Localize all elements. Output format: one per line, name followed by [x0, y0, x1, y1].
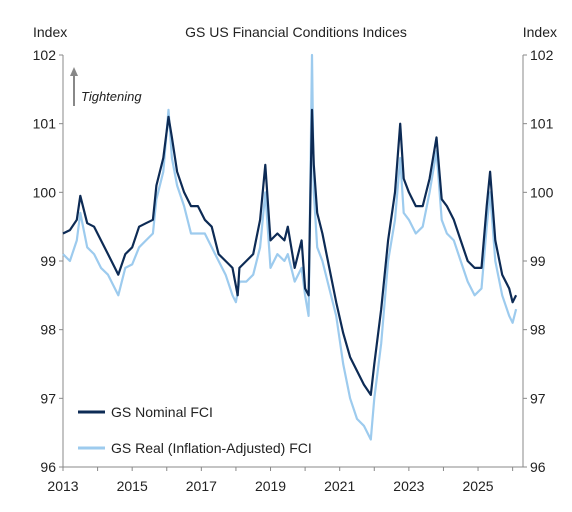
y-tick-label-left: 96 — [40, 459, 56, 475]
y-tick-label-right: 101 — [530, 116, 554, 132]
series-line-real — [62, 53, 518, 441]
legend: GS Nominal FCI GS Real (Inflation-Adjust… — [78, 404, 312, 456]
y-tick-label-left: 97 — [40, 390, 56, 406]
x-tick-label: 2017 — [186, 478, 217, 494]
x-tick-label: 2021 — [324, 478, 355, 494]
chart-title: GS US Financial Conditions Indices — [185, 24, 407, 40]
x-tick-label: 2013 — [47, 478, 78, 494]
y-tick-label-right: 96 — [530, 459, 546, 475]
tightening-label: Tightening — [81, 89, 142, 104]
x-tick-label: 2019 — [255, 478, 286, 494]
axes-group: 96 96 97 97 98 98 99 99 100 100 101 101 102 102 2013 20… — [33, 47, 554, 494]
series-group — [62, 53, 518, 441]
y-tick-label-left: 99 — [40, 253, 56, 269]
y-tick-label-left: 100 — [33, 184, 57, 200]
arrow-up-icon — [70, 67, 78, 76]
y-tick-label-right: 102 — [530, 47, 554, 63]
right-axis-unit: Index — [523, 24, 557, 40]
series-line-nominal — [62, 108, 518, 396]
left-axis-unit: Index — [33, 24, 67, 40]
y-tick-label-right: 99 — [530, 253, 546, 269]
y-tick-label-right: 98 — [530, 322, 546, 338]
y-tick-label-right: 100 — [530, 184, 554, 200]
legend-label-nominal: GS Nominal FCI — [111, 404, 213, 420]
y-tick-label-left: 98 — [40, 322, 56, 338]
legend-label-real: GS Real (Inflation-Adjusted) FCI — [111, 440, 312, 456]
tightening-annotation: Tightening — [70, 67, 142, 106]
x-tick-label: 2023 — [393, 478, 424, 494]
y-tick-label-right: 97 — [530, 390, 546, 406]
y-tick-label-left: 102 — [33, 47, 57, 63]
x-tick-label: 2025 — [462, 478, 493, 494]
x-tick-label: 2015 — [117, 478, 148, 494]
y-tick-label-left: 101 — [33, 116, 57, 132]
